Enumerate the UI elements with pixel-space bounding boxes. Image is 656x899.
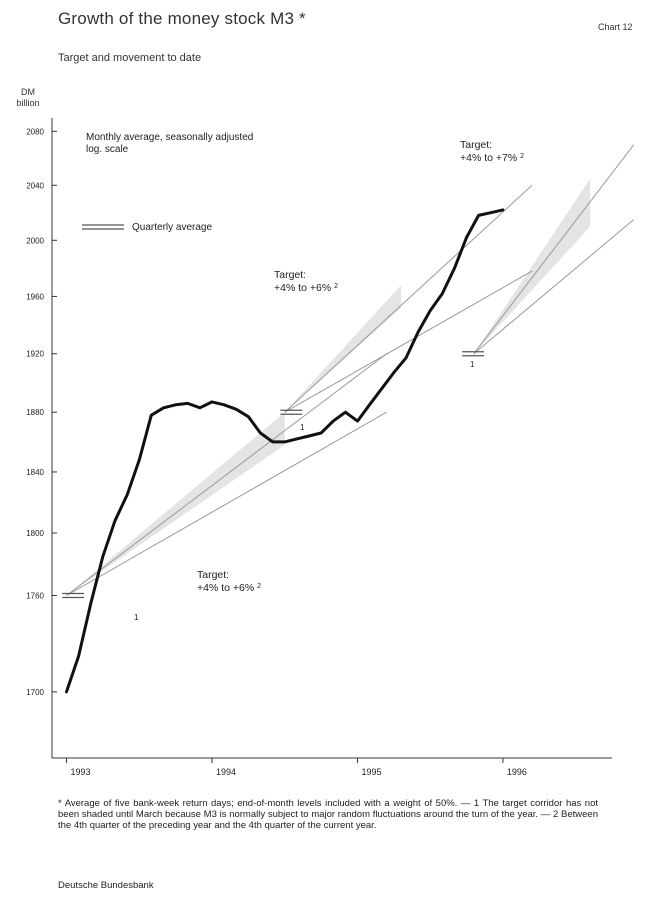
y-tick-label: 2040 bbox=[26, 181, 44, 190]
target-upper-line bbox=[66, 353, 387, 596]
target-footnote-marker: 2 bbox=[334, 283, 338, 290]
y-axis-unit-line2: billion bbox=[16, 98, 40, 108]
x-tick-label: 1995 bbox=[361, 767, 381, 777]
quarterly-average-group bbox=[62, 351, 484, 599]
source-note: Deutsche Bundesbank bbox=[58, 880, 154, 891]
target-corridor-shading bbox=[284, 285, 402, 413]
target-label-line1: Target: bbox=[197, 569, 229, 581]
y-tick-label: 2000 bbox=[26, 236, 44, 245]
monthly-series-line bbox=[65, 208, 505, 694]
y-tick-label: 1800 bbox=[26, 529, 44, 538]
y-tick-label: 2080 bbox=[26, 127, 44, 136]
chart-labels-group: Monthly average, seasonally adjustedlog.… bbox=[82, 132, 524, 622]
corridor-footnote-marker: 1 bbox=[470, 360, 475, 369]
chart-title: Growth of the money stock M3 * bbox=[58, 9, 306, 28]
target-label-line2: +4% to +6% 2 bbox=[274, 282, 338, 294]
target-footnote-marker: 2 bbox=[257, 583, 261, 590]
target-corridor-shading bbox=[473, 178, 591, 354]
chart-subtitle: Target and movement to date bbox=[58, 52, 202, 64]
chart-number: Chart 12 bbox=[598, 22, 633, 32]
corridor-footnote-marker: 1 bbox=[300, 423, 305, 432]
y-axis-unit-line1: DM bbox=[21, 87, 35, 97]
target-label-line2: +4% to +6% 2 bbox=[197, 582, 261, 594]
target-label-line2: +4% to +7% 2 bbox=[460, 152, 524, 164]
target-label-line1: Target: bbox=[274, 269, 306, 281]
target-lower-line bbox=[473, 219, 635, 355]
monthly-average-label: Monthly average, seasonally adjusted bbox=[86, 132, 253, 143]
target-lower-line bbox=[284, 270, 533, 413]
axes-group: 1700 1760 1800 1840 1880 1920 1960 2000 2040 2080… bbox=[26, 118, 612, 777]
target-upper-line bbox=[473, 144, 635, 355]
y-tick-label: 1700 bbox=[26, 688, 44, 697]
target-corridor-shading bbox=[66, 412, 285, 596]
log-scale-label: log. scale bbox=[86, 144, 129, 155]
y-tick-label: 1760 bbox=[26, 591, 44, 600]
target-lines-group bbox=[66, 144, 635, 596]
target-upper-line bbox=[284, 184, 533, 413]
footnotes: * Average of five bank-week return days;… bbox=[58, 798, 598, 831]
y-axis-unit: DM billion bbox=[14, 87, 42, 109]
y-tick-label: 1960 bbox=[26, 292, 44, 301]
target-footnote-marker: 2 bbox=[520, 153, 524, 160]
y-tick-label: 1920 bbox=[26, 350, 44, 359]
y-tick-label: 1880 bbox=[26, 408, 44, 417]
y-tick-label: 1840 bbox=[26, 468, 44, 477]
corridor-footnote-marker: 1 bbox=[134, 613, 139, 622]
series-group bbox=[65, 208, 505, 694]
x-tick-label: 1994 bbox=[216, 767, 236, 777]
x-tick-label: 1996 bbox=[507, 767, 527, 777]
target-lower-line bbox=[66, 411, 387, 596]
target-shading-group bbox=[66, 178, 591, 596]
target-label-line1: Target: bbox=[460, 139, 492, 151]
x-tick-label: 1993 bbox=[71, 767, 91, 777]
legend-quarterly-label: Quarterly average bbox=[132, 222, 212, 233]
